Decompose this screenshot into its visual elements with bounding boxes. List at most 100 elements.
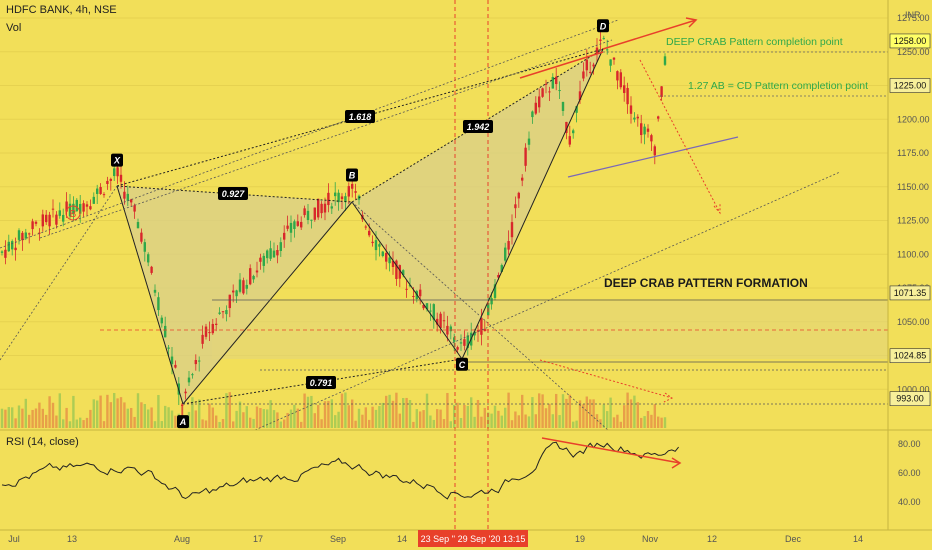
deep-crab-completion-text: DEEP CRAB Pattern completion point — [666, 36, 843, 48]
candle-body-167 — [568, 136, 571, 145]
lower-channel-line — [254, 171, 841, 431]
candle-body-68 — [232, 290, 235, 293]
volume-bar-169 — [575, 420, 578, 428]
symbol-title: HDFC BANK, 4h, NSE — [6, 4, 117, 16]
volume-bar-17 — [58, 393, 61, 428]
time-highlight-label: 23 Sep '' 29 Sep '20 13:15 — [421, 534, 526, 544]
candle-body-45 — [153, 289, 157, 293]
volume-bar-76 — [259, 408, 262, 428]
volume-bar-158 — [538, 393, 541, 428]
candle-body-74 — [252, 275, 255, 280]
candle-body-152 — [517, 192, 520, 199]
volume-bar-147 — [500, 415, 503, 428]
volume-bar-183 — [623, 405, 626, 428]
volume-bar-181 — [616, 414, 619, 428]
top-arrow-head — [685, 17, 698, 28]
volume-bar-46 — [157, 394, 160, 428]
time-tick-10: 14 — [853, 534, 863, 544]
volume-bar-188 — [640, 417, 643, 428]
price-tick-3: 1200.00 — [897, 114, 930, 124]
time-axis-ticks: Jul 13 Aug 17 Sep 14 19 Nov 12 Dec 14 — [8, 534, 863, 544]
candle-body-171 — [582, 71, 585, 79]
volume-bar-138 — [470, 397, 473, 428]
candle-body-177 — [602, 38, 605, 40]
volume-bar-29 — [99, 395, 102, 428]
time-tick-3: 17 — [253, 534, 263, 544]
candle-body-79 — [269, 248, 272, 259]
candle-body-95 — [323, 203, 327, 213]
volume-bar-50 — [170, 410, 174, 428]
volume-bar-89 — [303, 393, 306, 428]
candle-body-72 — [245, 284, 248, 289]
volume-bar-21 — [72, 395, 75, 428]
volume-bar-13 — [45, 414, 48, 428]
ratio-label-1: 1.618 — [349, 112, 372, 122]
volume-bar-118 — [402, 398, 405, 428]
candle-body-23 — [79, 203, 82, 214]
candle-body-148 — [504, 247, 507, 261]
volume-bar-65 — [221, 419, 225, 428]
volume-bar-23 — [79, 417, 82, 428]
rsi-tick-80: 80.00 — [898, 439, 921, 449]
candle-body-81 — [276, 250, 279, 256]
time-tick-7: Nov — [642, 534, 659, 544]
volume-bar-28 — [96, 400, 99, 428]
volume-bar-27 — [92, 399, 95, 428]
candle-body-184 — [626, 87, 629, 105]
candle-body-49 — [167, 347, 170, 349]
projection-arrows — [539, 59, 721, 403]
candle-body-41 — [140, 232, 143, 242]
volume-bar-166 — [565, 398, 568, 428]
candle-body-176 — [599, 39, 602, 41]
fib-extension-line — [39, 39, 613, 239]
candle-body-28 — [96, 188, 99, 194]
point-label-A: A — [179, 417, 187, 427]
price-box-label-3: 1024.85 — [894, 351, 927, 361]
volume-bar-88 — [300, 421, 303, 428]
candle-body-57 — [194, 360, 197, 365]
volume-bar-82 — [279, 421, 282, 428]
price-box-2 — [889, 285, 931, 301]
volume-bar-35 — [119, 397, 123, 428]
price-box-0 — [889, 33, 931, 49]
volume-bar-26 — [89, 409, 92, 428]
time-tick-5: 14 — [397, 534, 407, 544]
candle-body-78 — [266, 250, 269, 259]
candle-body-166 — [565, 121, 568, 133]
candle-body-153 — [521, 177, 524, 181]
candle-body-135 — [459, 342, 463, 344]
top-arrow — [602, 19, 697, 50]
candle-body-93 — [317, 198, 320, 218]
volume-bar-68 — [232, 421, 235, 428]
volume-bar-43 — [147, 409, 150, 428]
candle-body-40 — [136, 222, 140, 229]
candle-body-111 — [378, 244, 381, 247]
candle-body-83 — [283, 232, 286, 240]
volume-bar-134 — [456, 402, 459, 428]
candle-body-59 — [201, 334, 204, 344]
candle-body-88 — [300, 221, 303, 228]
candle-body-119 — [405, 288, 408, 290]
volume-bar-142 — [483, 407, 486, 428]
candle-body-190 — [646, 128, 650, 132]
candle-body-64 — [218, 312, 221, 314]
price-box-3 — [889, 348, 931, 364]
formation-title: DEEP CRAB PATTERN FORMATION — [604, 276, 808, 290]
volume-bar-36 — [123, 402, 126, 428]
candle-body-4 — [14, 247, 17, 251]
time-tick-6: 19 — [575, 534, 585, 544]
volume-bar-86 — [293, 404, 296, 428]
volume-bar-78 — [266, 409, 269, 428]
candle-body-65 — [221, 311, 225, 313]
volume-bar-175 — [595, 414, 599, 428]
volume-bar-44 — [150, 407, 153, 428]
volume-bar-108 — [368, 419, 371, 428]
candle-body-181 — [616, 71, 619, 81]
volume-bar-144 — [490, 413, 493, 428]
candle-body-7 — [24, 232, 27, 239]
rsi-tick-40: 40.00 — [898, 497, 921, 507]
candle-body-118 — [402, 270, 405, 276]
volume-bar-80 — [272, 410, 276, 428]
volume-bar-99 — [337, 411, 340, 428]
